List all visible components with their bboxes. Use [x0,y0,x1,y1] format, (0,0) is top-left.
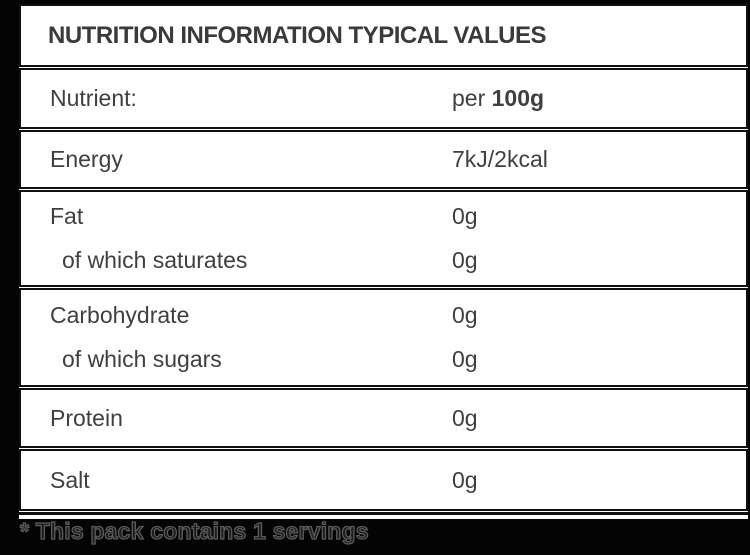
nutrient-value: 0g [452,203,478,229]
row-energy: Energy 7kJ/2kcal [19,130,748,189]
nutrient-name: Carbohydrate [50,302,190,328]
nutrient-subname: of which saturates [62,247,248,273]
nutrient-value: 0g [452,346,478,372]
column-header-nutrient: Nutrient: [50,85,137,111]
nutrient-value: 0g [452,466,478,493]
nutrient-name: Salt [50,466,90,493]
row-group-carbohydrate: Carbohydrate 0g of which sugars 0g [19,288,748,387]
nutrient-subname: of which sugars [62,346,222,372]
nutrient-value: 7kJ/2kcal [452,146,548,172]
nutrient-name: Protein [50,404,123,431]
servings-footnote: * This pack contains 1 servings [19,517,369,544]
row-protein: Protein 0g [19,388,748,448]
per-prefix: per [452,85,486,111]
per-amount: 100g [491,85,545,111]
row-salt: Salt 0g [19,449,748,511]
table-bottom-rule [19,512,748,515]
row-group-fat: Fat 0g of which saturates 0g [19,190,748,287]
table-header-section: NUTRITION INFORMATION TYPICAL VALUES [19,4,748,67]
column-header-row: Nutrient: per 100g [19,68,748,129]
nutrient-value: 0g [452,302,478,328]
nutrition-label-card: NUTRITION INFORMATION TYPICAL VALUES Nut… [19,4,748,519]
nutrient-value: 0g [452,404,478,431]
nutrient-name: Fat [50,203,84,229]
table-title: NUTRITION INFORMATION TYPICAL VALUES [48,21,547,49]
nutrient-name: Energy [50,146,123,172]
nutrient-value: 0g [452,247,478,273]
column-header-per-100g: per 100g [452,85,746,112]
